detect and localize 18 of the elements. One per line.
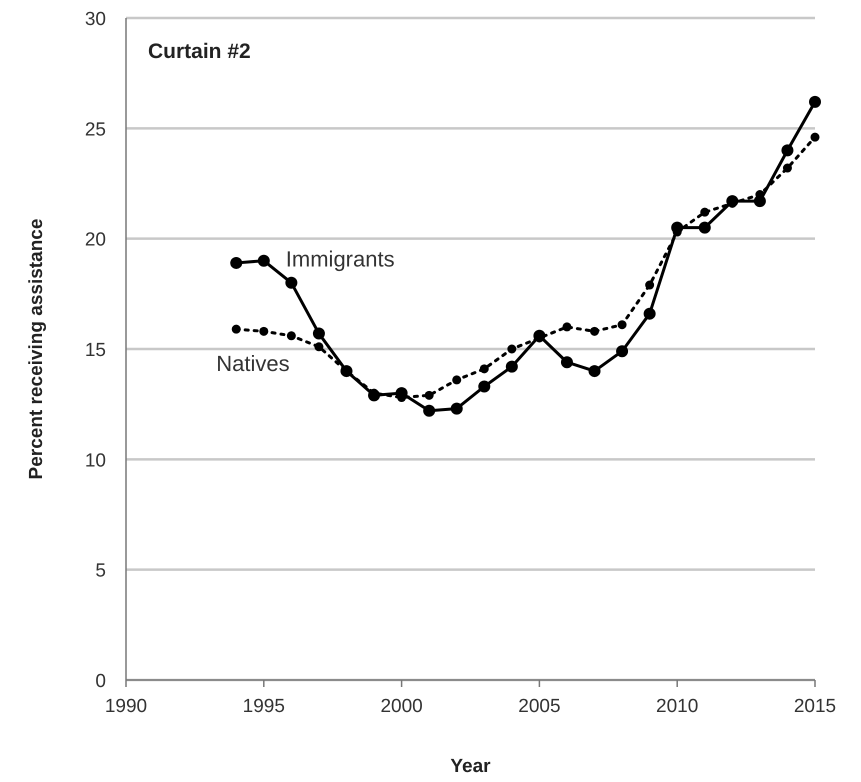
y-tick-label: 15 bbox=[84, 340, 106, 361]
x-axis-title: Year bbox=[450, 756, 492, 777]
y-tick-label: 25 bbox=[84, 119, 106, 140]
y-tick-label: 20 bbox=[84, 230, 106, 251]
series-label: Natives bbox=[216, 351, 290, 376]
y-tick-label: 10 bbox=[84, 450, 106, 472]
x-tick-label: 2015 bbox=[794, 696, 836, 717]
y-tick-label: 30 bbox=[84, 9, 106, 30]
y-tick-label: 5 bbox=[95, 560, 106, 582]
y-tick-label: 0 bbox=[95, 671, 106, 692]
x-tick-label: 1995 bbox=[242, 696, 285, 717]
series-label: Immigrants bbox=[286, 246, 395, 272]
y-axis-title: Percent receiving assistance bbox=[26, 218, 47, 480]
x-tick-label: 2010 bbox=[656, 696, 698, 717]
x-tick-label: 2000 bbox=[380, 696, 423, 717]
text: Curtain #2 bbox=[148, 40, 251, 63]
x-tick-label: 1990 bbox=[104, 696, 148, 717]
x-tick-label: 2005 bbox=[518, 696, 561, 717]
